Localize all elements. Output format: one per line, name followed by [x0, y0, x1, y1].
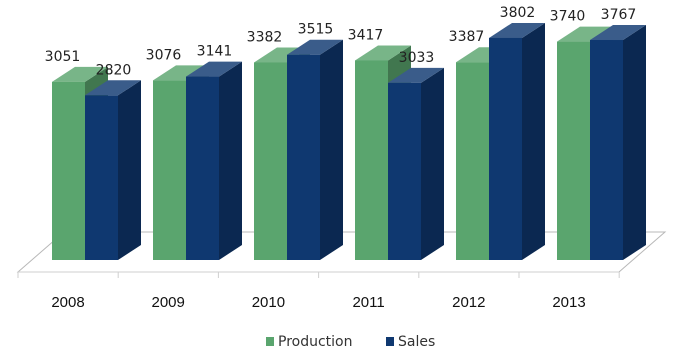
- bar-front-face: [52, 81, 85, 261]
- bar-sales-2009: [186, 61, 242, 261]
- bar-top-face: [153, 65, 209, 81]
- legend: Production Sales: [266, 334, 435, 350]
- data-label-sales-2008: 2820: [96, 62, 132, 78]
- x-axis-ticks: 2008 2009 2010 2011 2012 2013: [51, 294, 585, 311]
- bar-top-face: [590, 25, 646, 41]
- bar-front-face: [186, 76, 219, 260]
- data-label-production-2013: 3740: [550, 9, 586, 25]
- bar-side-face: [320, 39, 343, 260]
- data-label-sales-2011: 3033: [399, 50, 435, 66]
- data-label-production-2010: 3382: [247, 29, 283, 45]
- bar-sales-2011: [388, 67, 444, 260]
- bar-front-face: [590, 40, 623, 260]
- bar-sales-2008: [85, 80, 141, 260]
- bar-top-face: [186, 61, 242, 77]
- x-tick-label-2010: 2010: [252, 294, 285, 311]
- bar-front-face: [85, 95, 118, 260]
- legend-label: Sales: [398, 334, 435, 350]
- bar-top-face: [557, 26, 613, 42]
- x-tick-label-2008: 2008: [51, 294, 84, 311]
- legend-swatch: [386, 337, 394, 346]
- bar-plot-area: [52, 22, 646, 261]
- data-label-sales-2010: 3515: [298, 22, 334, 38]
- data-label-production-2012: 3387: [449, 29, 485, 45]
- bar-side-face: [522, 22, 545, 261]
- data-labels: 3051 2820 3076 3141 3382 3515 3417 3033 3387 3802…: [45, 5, 637, 78]
- bar-front-face: [489, 37, 522, 261]
- bar-side-face: [421, 67, 444, 260]
- legend-item-production: Production: [266, 334, 352, 350]
- data-label-sales-2012: 3802: [500, 5, 536, 21]
- data-label-production-2008: 3051: [45, 49, 81, 65]
- bar-front-face: [388, 82, 421, 260]
- bar-front-face: [456, 62, 489, 260]
- data-label-sales-2009: 3141: [197, 44, 233, 60]
- legend-item-sales: Sales: [386, 334, 435, 350]
- bar-top-face: [287, 39, 343, 55]
- bar-side-face: [118, 80, 141, 260]
- bar-sales-2013: [590, 25, 646, 260]
- data-label-sales-2013: 3767: [601, 7, 637, 23]
- bar-sales-2010: [287, 39, 343, 260]
- legend-swatch: [266, 337, 274, 346]
- x-tick-label-2013: 2013: [552, 294, 585, 311]
- bar-front-face: [557, 41, 590, 260]
- x-tick-label-2011: 2011: [352, 294, 384, 311]
- bar-front-face: [254, 62, 287, 261]
- bar-front-face: [153, 80, 186, 260]
- bar-side-face: [219, 61, 242, 261]
- bar-side-face: [623, 25, 646, 260]
- bar-front-face: [287, 54, 320, 260]
- legend-label: Production: [278, 334, 352, 350]
- bar-top-face: [85, 80, 141, 96]
- x-tick-label-2009: 2009: [152, 294, 185, 311]
- data-label-production-2011: 3417: [348, 27, 384, 43]
- bar-sales-2012: [489, 22, 545, 261]
- x-tick-label-2012: 2012: [452, 294, 485, 311]
- bar-front-face: [355, 60, 388, 260]
- bar-top-face: [388, 67, 444, 83]
- data-label-production-2009: 3076: [146, 47, 182, 63]
- bar-top-face: [489, 22, 545, 38]
- bar-top-face: [355, 45, 411, 61]
- bar-top-face: [52, 66, 108, 82]
